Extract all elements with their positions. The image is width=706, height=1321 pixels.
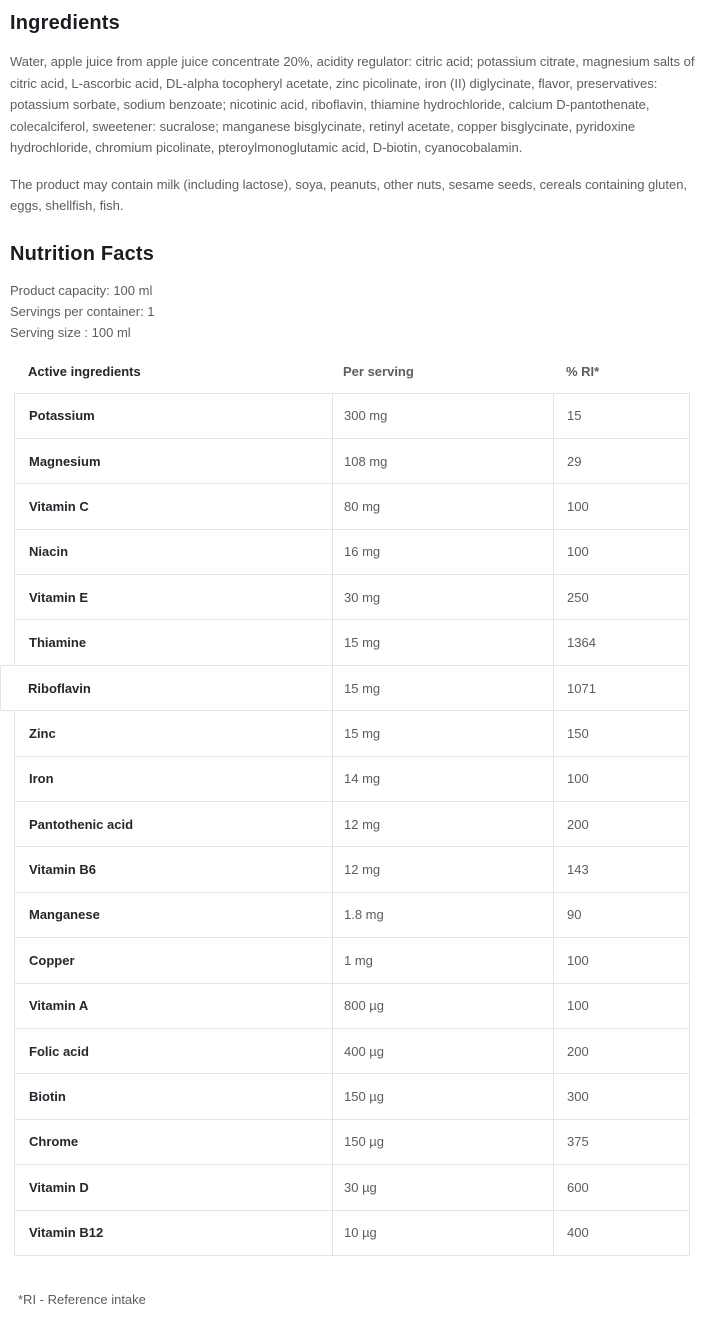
table-row: Riboflavin 15 mg 1071: [0, 664, 690, 712]
nutrition-table-header: Active ingredients Per serving % RI*: [14, 364, 690, 379]
ingredient-name-cell: Iron: [15, 756, 333, 802]
per-serving-cell: 10 µg: [333, 1210, 554, 1255]
table-row: Chrome 150 µg 375: [14, 1118, 690, 1166]
per-serving-cell: 80 mg: [333, 484, 554, 529]
table-row: Zinc 15 mg 150: [14, 710, 690, 757]
ingredient-name-cell: Vitamin A: [15, 983, 333, 1028]
column-header-active-ingredients: Active ingredients: [28, 363, 141, 379]
servings-per-container-text: Servings per container: 1: [10, 303, 155, 319]
table-row: Iron 14 mg 100: [14, 755, 690, 803]
nutrition-facts-heading: Nutrition Facts: [10, 242, 155, 265]
table-row: Biotin 150 µg 300: [14, 1073, 690, 1120]
per-serving-cell: 16 mg: [333, 529, 554, 575]
per-serving-cell: 150 µg: [333, 1074, 554, 1119]
ri-percent-cell: 600: [567, 1179, 589, 1195]
per-serving-cell: 15 mg: [333, 665, 554, 711]
ri-percent-cell: 375: [567, 1134, 589, 1150]
ingredient-name-cell: Vitamin D: [15, 1165, 333, 1210]
ri-percent-cell: 100: [567, 498, 589, 514]
ri-percent-cell: 300: [567, 1089, 589, 1105]
ri-percent-cell: 200: [567, 816, 589, 832]
table-row: Folic acid 400 µg 200: [14, 1027, 690, 1075]
per-serving-cell: 150 µg: [333, 1119, 554, 1165]
ri-percent-cell: 200: [567, 1043, 589, 1059]
table-row: Vitamin B6 12 mg 143: [14, 846, 690, 893]
table-row: Vitamin C 80 mg 100: [14, 483, 690, 530]
table-row: Manganese 1.8 mg 90: [14, 891, 690, 939]
table-row: Vitamin D 30 µg 600: [14, 1164, 690, 1211]
per-serving-cell: 12 mg: [333, 847, 554, 892]
ingredient-name-cell: Vitamin C: [15, 484, 333, 529]
ingredient-name-cell: Potassium: [15, 393, 333, 438]
per-serving-cell: 15 mg: [333, 620, 554, 665]
ingredient-name-cell: Zinc: [15, 711, 333, 756]
per-serving-cell: 30 mg: [333, 575, 554, 620]
column-header-ri-percent: % RI*: [566, 363, 600, 379]
ingredients-heading: Ingredients: [10, 12, 120, 34]
table-row: Niacin 16 mg 100: [14, 528, 690, 576]
table-row: Thiamine 15 mg 1364: [14, 619, 690, 666]
serving-info-block: Product capacity: 100 ml Servings per co…: [10, 280, 696, 343]
ri-footnote: *RI - Reference intake: [18, 1291, 146, 1307]
per-serving-cell: 14 mg: [333, 756, 554, 802]
ingredient-name-cell: Thiamine: [15, 620, 333, 665]
ri-percent-cell: 100: [567, 544, 589, 560]
per-serving-cell: 15 mg: [333, 711, 554, 756]
ingredient-name-cell: Pantothenic acid: [15, 802, 333, 847]
ingredient-name-cell: Niacin: [15, 529, 333, 575]
ri-percent-cell: 90: [567, 907, 582, 923]
per-serving-cell: 1 mg: [333, 938, 554, 983]
ingredient-name-cell: Chrome: [15, 1119, 333, 1165]
per-serving-cell: 400 µg: [333, 1028, 554, 1074]
table-row: Potassium 300 mg 15: [14, 392, 690, 439]
per-serving-cell: 108 mg: [333, 438, 554, 484]
ingredient-name-cell: Biotin: [15, 1074, 333, 1119]
nutrition-table: Active ingredients Per serving % RI* Pot…: [0, 364, 690, 1256]
product-capacity-text: Product capacity: 100 ml: [10, 282, 153, 298]
ingredient-name-cell: Copper: [15, 938, 333, 983]
ri-percent-cell: 100: [567, 952, 589, 968]
per-serving-cell: 1.8 mg: [333, 892, 554, 938]
ri-percent-cell: 143: [567, 862, 589, 878]
ri-percent-cell: 150: [567, 725, 589, 741]
ri-percent-cell: 100: [567, 998, 589, 1014]
ingredient-name-cell: Vitamin B6: [15, 847, 333, 892]
ingredient-name-cell: Manganese: [15, 892, 333, 938]
table-row: Pantothenic acid 12 mg 200: [14, 801, 690, 848]
per-serving-cell: 30 µg: [333, 1165, 554, 1210]
table-row: Magnesium 108 mg 29: [14, 437, 690, 485]
ingredient-name-cell: Vitamin B12: [15, 1210, 333, 1255]
per-serving-cell: 300 mg: [333, 393, 554, 438]
ri-percent-cell: 15: [567, 408, 582, 424]
ri-percent-cell: 1364: [567, 635, 596, 651]
ri-percent-cell: 400: [567, 1225, 589, 1241]
ingredient-name-cell: Magnesium: [15, 438, 333, 484]
per-serving-cell: 12 mg: [333, 802, 554, 847]
ri-percent-cell: 250: [567, 589, 589, 605]
nutrition-table-body: Potassium 300 mg 15 Magnesium 108 mg 29 …: [0, 392, 690, 1256]
allergen-notice-text: The product may contain milk (including …: [10, 176, 688, 214]
ingredient-name-cell: Riboflavin: [1, 665, 333, 711]
ingredients-composition-text: Water, apple juice from apple juice conc…: [10, 54, 695, 155]
ri-percent-cell: 1071: [567, 680, 596, 696]
ingredient-name-cell: Vitamin E: [15, 575, 333, 620]
ingredient-name-cell: Folic acid: [15, 1028, 333, 1074]
table-row: Copper 1 mg 100: [14, 937, 690, 984]
table-row: Vitamin E 30 mg 250: [14, 574, 690, 621]
per-serving-cell: 800 µg: [333, 983, 554, 1028]
table-row: Vitamin B12 10 µg 400: [14, 1209, 690, 1256]
ri-percent-cell: 100: [567, 771, 589, 787]
table-row: Vitamin A 800 µg 100: [14, 982, 690, 1029]
ri-percent-cell: 29: [567, 453, 582, 469]
serving-size-text: Serving size : 100 ml: [10, 324, 131, 340]
column-header-per-serving: Per serving: [343, 363, 414, 379]
